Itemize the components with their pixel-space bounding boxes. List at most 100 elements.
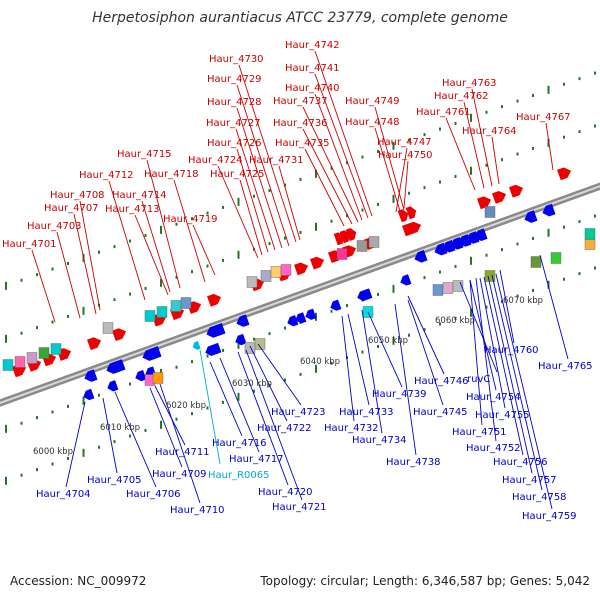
tick-mark <box>408 333 410 337</box>
gene-box <box>432 284 444 296</box>
tick-mark <box>578 220 581 224</box>
label-leader-line <box>146 159 181 289</box>
tick-mark <box>439 127 441 131</box>
reverse-gene-label: Haur_4709 <box>152 469 207 480</box>
tick-mark <box>532 93 534 97</box>
gene-box <box>356 240 368 252</box>
tick-mark <box>98 250 100 254</box>
reverse-gene-label: Haur_4721 <box>272 502 327 513</box>
label-leader-line <box>159 383 201 504</box>
label-leader-line <box>374 127 401 212</box>
tick-mark <box>299 230 302 234</box>
forward-gene-label: Haur_4718 <box>144 169 199 180</box>
tick-mark <box>578 130 581 134</box>
reverse-gene-label: ruvC <box>467 374 490 385</box>
tick-mark <box>5 476 7 485</box>
tick-mark <box>113 440 116 444</box>
tick-mark <box>563 225 565 229</box>
tick-mark <box>144 428 147 432</box>
tick-mark <box>532 236 534 240</box>
label-leader-line <box>192 224 216 276</box>
label-leader-line <box>407 295 445 375</box>
tick-mark <box>175 417 178 421</box>
forward-gene-label: Haur_4712 <box>79 170 134 181</box>
tick-mark <box>594 124 596 128</box>
tick-mark <box>315 312 317 321</box>
gene-box <box>170 300 182 312</box>
label-leader-line <box>209 361 243 437</box>
label-leader-line <box>238 64 297 243</box>
tick-mark <box>423 186 426 190</box>
tick-mark <box>501 105 503 109</box>
tick-mark <box>454 174 457 178</box>
tick-mark <box>129 292 131 296</box>
label-leader-line <box>499 269 515 344</box>
gene-box <box>452 280 464 292</box>
forward-gene-label: Haur_4728 <box>207 97 262 108</box>
tick-mark <box>315 364 317 373</box>
tick-mark <box>237 392 240 401</box>
tick-mark <box>67 314 69 318</box>
reverse-gene-arrow <box>305 308 317 320</box>
gene-box <box>2 359 14 371</box>
tick-mark <box>330 309 333 313</box>
tick-mark <box>222 258 224 262</box>
label-leader-line <box>239 179 263 256</box>
tick-mark <box>268 242 271 246</box>
tick-mark <box>253 194 255 198</box>
label-leader-lines <box>31 50 569 510</box>
tick-mark <box>547 85 550 94</box>
gene-box <box>484 206 496 218</box>
tick-mark <box>129 382 131 386</box>
forward-gene-label: Haur_4736 <box>273 118 328 129</box>
tick-mark <box>160 278 162 287</box>
reverse-gene-label: Haur_4720 <box>258 487 313 498</box>
tick-mark <box>501 158 503 162</box>
tick-mark <box>330 219 333 223</box>
label-leader-line <box>341 315 355 422</box>
tick-mark <box>191 360 193 364</box>
forward-gene-label: Haur_4730 <box>209 54 264 65</box>
tick-mark <box>82 306 85 315</box>
label-leader-line <box>445 117 476 191</box>
label-leader-line <box>545 122 554 171</box>
label-leader-line <box>314 93 363 221</box>
gene-box <box>14 356 26 368</box>
gene-box <box>38 347 50 359</box>
forward-gene-label: Haur_4719 <box>163 214 218 225</box>
forward-gene-label: Haur_4735 <box>275 138 330 149</box>
reverse-gene-label: Haur_4716 <box>212 438 267 449</box>
label-leader-line <box>79 200 101 311</box>
reverse-gene-arrow <box>474 228 488 241</box>
reverse-gene-label: Haur_4722 <box>257 423 312 434</box>
forward-gene-label: Haur_4701 <box>2 239 57 250</box>
forward-gene-label: Haur_4750 <box>378 150 433 161</box>
tick-mark <box>563 277 565 281</box>
forward-gene-label: Haur_4727 <box>206 118 261 129</box>
forward-gene-label: Haur_4713 <box>105 204 160 215</box>
tick-mark <box>191 217 193 221</box>
forward-gene-label: Haur_4715 <box>117 149 172 160</box>
reverse-gene-label: Haur_4745 <box>413 407 468 418</box>
tick-mark <box>315 169 317 178</box>
label-leader-line <box>469 279 497 391</box>
reverse-gene-label: Haur_4717 <box>229 454 284 465</box>
reverse-gene-arrow <box>414 250 428 263</box>
kbp-label: 6020 kbp <box>166 401 206 411</box>
kbp-label: 6030 kbp <box>232 379 272 389</box>
tick-mark <box>516 152 519 156</box>
forward-gene-label: Haur_4724 <box>188 155 243 166</box>
tick-mark <box>454 121 457 125</box>
tick-mark <box>160 420 162 429</box>
reverse-gene-label: Haur_4756 <box>493 457 548 468</box>
tick-mark <box>206 211 209 215</box>
tick-mark <box>377 292 379 296</box>
kbp-label: 6010 kbp <box>100 423 140 433</box>
tick-mark <box>36 326 38 330</box>
tick-mark <box>20 278 23 282</box>
label-leader-line <box>199 349 221 465</box>
gene-box <box>180 297 192 309</box>
reverse-gene-label: Haur_4738 <box>386 457 441 468</box>
tick-mark <box>423 133 426 137</box>
tick-mark <box>20 331 23 335</box>
